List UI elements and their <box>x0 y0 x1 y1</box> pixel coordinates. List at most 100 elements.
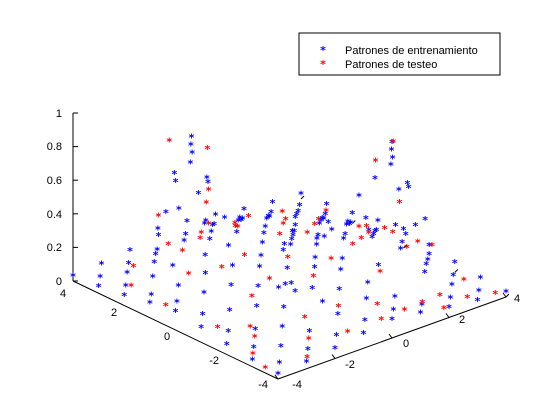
training-point: * <box>365 277 371 290</box>
test-point: * <box>437 290 443 303</box>
training-point: * <box>265 211 271 224</box>
training-point: * <box>196 188 202 201</box>
test-point: * <box>374 299 380 312</box>
training-point: * <box>426 249 432 262</box>
training-point: * <box>317 219 323 232</box>
training-point: * <box>261 228 267 241</box>
training-point: * <box>211 219 217 232</box>
test-point: * <box>280 219 286 232</box>
test-point: * <box>283 214 289 227</box>
training-point: * <box>183 229 189 242</box>
training-point: * <box>198 322 204 335</box>
training-point: * <box>250 355 256 368</box>
training-point: * <box>228 280 234 293</box>
training-point: * <box>292 212 298 225</box>
test-point: * <box>328 253 334 266</box>
test-point: * <box>358 233 364 246</box>
y-tick-label: 4 <box>60 288 66 300</box>
training-point: * <box>188 140 194 153</box>
test-point: * <box>165 239 171 252</box>
training-point: * <box>257 262 263 275</box>
training-point: * <box>96 281 102 294</box>
training-point: * <box>366 225 372 238</box>
tick-mark <box>454 269 459 273</box>
training-point: * <box>335 309 341 322</box>
test-point: * <box>345 327 351 340</box>
training-point: * <box>393 220 399 233</box>
legend-label-test: Patrones de testeo <box>345 59 437 71</box>
training-point: * <box>375 215 381 228</box>
training-point: * <box>446 302 452 315</box>
training-point: * <box>476 286 482 299</box>
training-point: * <box>200 309 206 322</box>
training-point: * <box>213 209 219 222</box>
training-point: * <box>282 279 288 292</box>
tick-mark <box>351 220 356 224</box>
test-point: * <box>246 211 252 224</box>
legend-box <box>298 32 501 76</box>
test-point: * <box>203 197 209 210</box>
test-point: * <box>464 292 470 305</box>
test-point: * <box>279 207 285 220</box>
test-point: * <box>235 222 241 235</box>
test-point: * <box>302 312 308 325</box>
training-point: * <box>348 218 354 231</box>
training-point: * <box>389 137 395 150</box>
training-point: * <box>356 191 362 204</box>
training-point: * <box>398 243 404 256</box>
training-point: * <box>226 241 232 254</box>
z-tick-label: 1 <box>56 108 62 120</box>
test-point: * <box>382 223 388 236</box>
training-point: * <box>312 252 318 265</box>
training-point: * <box>292 220 298 233</box>
test-point: * <box>492 288 498 301</box>
training-point: * <box>361 328 367 341</box>
training-point: * <box>203 215 209 228</box>
test-point: * <box>249 291 255 304</box>
training-point: * <box>208 226 214 239</box>
x-tick-label: 2 <box>459 314 465 326</box>
test-point: * <box>156 211 162 224</box>
training-point: * <box>172 168 178 181</box>
training-point: * <box>450 270 456 283</box>
test-point: * <box>186 268 192 281</box>
training-point: * <box>390 153 396 166</box>
training-point: * <box>225 326 231 339</box>
tick-mark <box>274 374 279 380</box>
y-tick-label: -2 <box>209 355 219 367</box>
training-point: * <box>349 208 355 221</box>
training-point: * <box>314 234 320 247</box>
training-point: * <box>345 217 351 230</box>
training-point: * <box>288 239 294 252</box>
training-point: * <box>97 272 103 285</box>
training-point: * <box>290 230 296 243</box>
training-point: * <box>176 204 182 217</box>
data-points: ***** ** **************** *** ********* ** ***… <box>70 132 509 382</box>
test-point: * <box>252 332 258 345</box>
test-point: * <box>267 274 273 287</box>
test-point: * <box>441 303 447 316</box>
training-point: * <box>184 216 190 229</box>
training-point: * <box>425 254 431 267</box>
test-point: * <box>316 214 322 227</box>
training-point: * <box>123 281 129 294</box>
training-point: * <box>363 213 369 226</box>
training-point: * <box>174 297 180 310</box>
training-point: * <box>222 212 228 225</box>
x-tick-label: -4 <box>292 379 302 391</box>
training-point: * <box>321 213 327 226</box>
test-point: * <box>131 261 137 274</box>
test-point: * <box>206 184 212 197</box>
training-point: * <box>448 293 454 306</box>
training-point: * <box>173 306 179 319</box>
training-point: * <box>422 214 428 227</box>
test-point: * <box>198 228 204 241</box>
test-point: * <box>306 334 312 347</box>
z-tick-label: 0.8 <box>47 141 62 153</box>
z-tick-labels: 0 0.2 0.4 0.6 0.8 1 <box>47 108 62 288</box>
training-point: * <box>322 209 328 222</box>
training-point: * <box>252 324 258 337</box>
training-point: * <box>324 199 330 212</box>
training-point: * <box>201 288 207 301</box>
training-point: * <box>372 173 378 186</box>
